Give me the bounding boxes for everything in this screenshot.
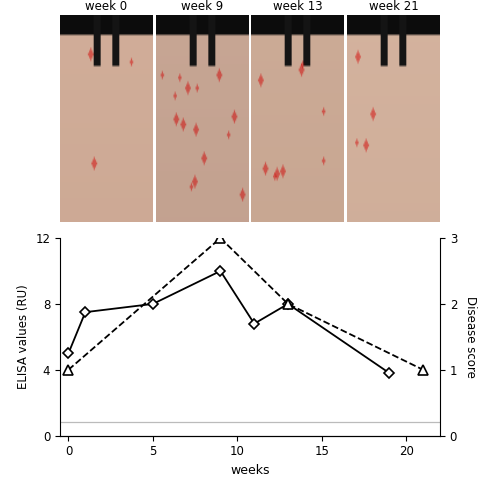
Title: week 13: week 13 [273, 0, 322, 14]
Y-axis label: Disease score: Disease score [464, 296, 476, 378]
X-axis label: weeks: weeks [230, 464, 270, 477]
Title: week 21: week 21 [368, 0, 418, 14]
Title: week 9: week 9 [181, 0, 224, 14]
Title: week 0: week 0 [86, 0, 128, 14]
Y-axis label: ELISA values (RU): ELISA values (RU) [16, 285, 30, 389]
